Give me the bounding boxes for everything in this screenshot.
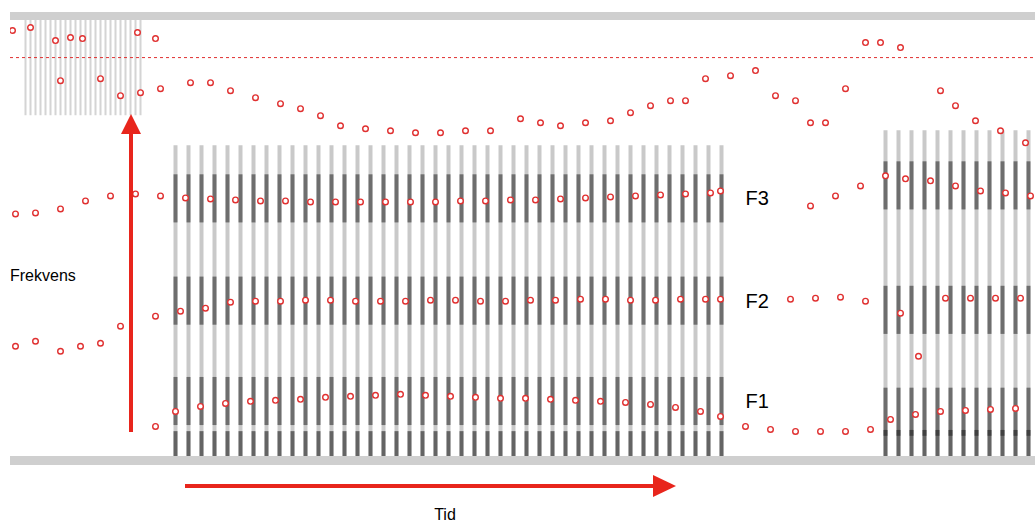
svg-text:F3: F3 (746, 187, 769, 209)
svg-text:F2: F2 (746, 290, 769, 312)
svg-text:Frekvens: Frekvens (10, 267, 76, 284)
svg-text:Tid: Tid (434, 506, 456, 523)
svg-text:F1: F1 (746, 390, 769, 412)
